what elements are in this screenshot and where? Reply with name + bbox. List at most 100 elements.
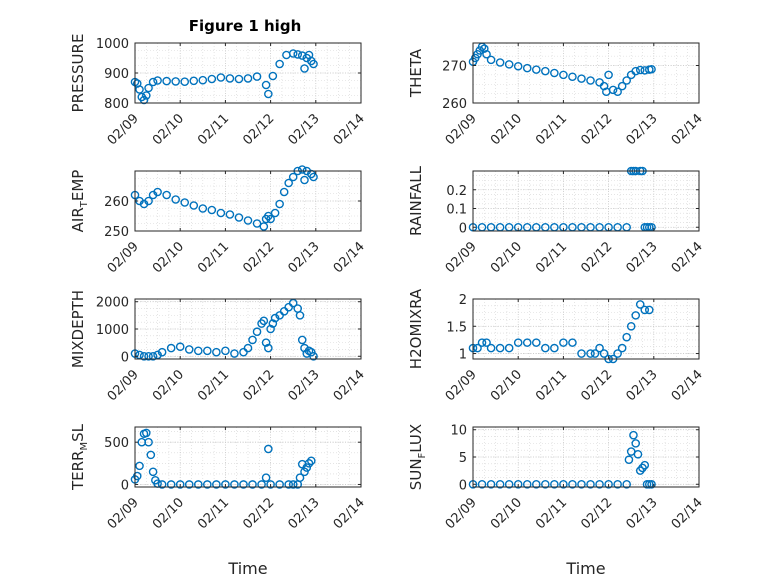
data-point — [522, 63, 532, 73]
data-point — [586, 76, 595, 85]
data-point — [144, 351, 153, 361]
data-point — [486, 55, 496, 65]
data-point — [629, 430, 638, 440]
data-point — [293, 50, 303, 59]
y-tick-label: 2000 — [96, 296, 129, 311]
data-point — [473, 343, 482, 353]
y-axis-label: H2OMIXRA — [407, 288, 425, 369]
y-axis-label: THETA — [407, 48, 425, 98]
data-point — [300, 467, 309, 477]
data-point — [504, 479, 514, 489]
data-point — [266, 214, 275, 224]
data-point — [198, 204, 208, 213]
y-axis-label-main: AIR — [69, 207, 87, 232]
data-point — [261, 338, 271, 347]
y-tick-label: 0 — [121, 478, 129, 493]
data-point — [264, 89, 273, 99]
data-point — [157, 347, 167, 357]
data-point — [577, 74, 586, 83]
data-point — [184, 480, 194, 489]
data-point — [139, 351, 149, 361]
data-point — [479, 44, 489, 53]
data-point — [189, 76, 199, 86]
data-point — [635, 65, 645, 75]
data-point — [306, 347, 316, 357]
y-tick-label: 260 — [442, 97, 467, 112]
y-tick-label: 800 — [104, 97, 129, 112]
data-point — [486, 343, 496, 353]
data-point — [139, 95, 149, 105]
data-point — [633, 449, 643, 459]
data-point — [309, 172, 318, 182]
data-point — [135, 85, 144, 94]
data-point — [162, 190, 171, 200]
data-point — [252, 327, 262, 337]
data-point — [550, 68, 559, 78]
y-tick-label: 270 — [442, 60, 467, 75]
data-point — [513, 61, 523, 71]
data-point — [243, 74, 253, 83]
y-axis-label: RAINFALL — [407, 165, 425, 236]
data-point — [306, 456, 316, 466]
data-point — [257, 480, 266, 489]
axes-box — [472, 298, 700, 360]
data-point — [640, 305, 650, 315]
data-point — [577, 349, 586, 358]
y-tick-label: 250 — [104, 225, 129, 240]
data-point — [264, 343, 273, 353]
data-point — [144, 196, 153, 206]
data-point — [541, 66, 550, 76]
data-point — [495, 58, 505, 67]
data-point — [266, 324, 275, 334]
data-point — [148, 351, 158, 361]
data-point — [135, 461, 144, 471]
data-point — [166, 480, 176, 489]
x-axis-label: Time — [565, 559, 605, 578]
data-point — [279, 187, 289, 197]
data-point — [193, 480, 203, 489]
y-axis-label: PRESSURE — [69, 34, 87, 113]
y-tick-label: 260 — [104, 195, 129, 210]
data-point — [568, 479, 577, 489]
data-point — [216, 208, 226, 218]
data-point — [248, 335, 257, 345]
data-point — [275, 59, 284, 69]
data-point — [613, 479, 622, 489]
data-point — [275, 480, 284, 489]
y-tick-label: 500 — [104, 436, 129, 451]
data-point — [647, 479, 656, 489]
data-point — [171, 195, 180, 204]
data-point — [541, 343, 550, 353]
data-point — [166, 343, 176, 353]
data-point — [504, 60, 514, 69]
data-point — [599, 81, 609, 91]
data-point — [207, 205, 217, 215]
data-point — [531, 338, 541, 347]
data-point — [631, 66, 641, 76]
data-point — [495, 479, 505, 489]
data-point — [599, 349, 609, 358]
data-point — [477, 479, 487, 489]
y-axis-label-subscript: M — [79, 442, 90, 451]
data-point — [243, 216, 253, 225]
data-point — [595, 479, 604, 489]
data-point — [304, 459, 314, 468]
data-point — [141, 428, 151, 438]
data-point — [144, 83, 153, 93]
data-point — [531, 65, 541, 74]
y-axis-label: AIRTEMP — [69, 170, 90, 233]
y-axis-label: MIXDEPTH — [69, 290, 87, 368]
y-tick-label: 0 — [459, 221, 467, 236]
y-axis-label-main: SUN — [407, 458, 425, 490]
y-axis-label-subscript: F — [417, 452, 428, 458]
data-point — [157, 480, 167, 489]
data-point — [288, 49, 298, 58]
data-point — [198, 75, 208, 85]
data-point — [189, 201, 199, 210]
data-point — [171, 77, 180, 86]
data-point — [207, 74, 217, 84]
data-point — [148, 77, 158, 87]
data-point — [146, 450, 156, 460]
y-axis-label: TERRMSL — [69, 423, 90, 491]
